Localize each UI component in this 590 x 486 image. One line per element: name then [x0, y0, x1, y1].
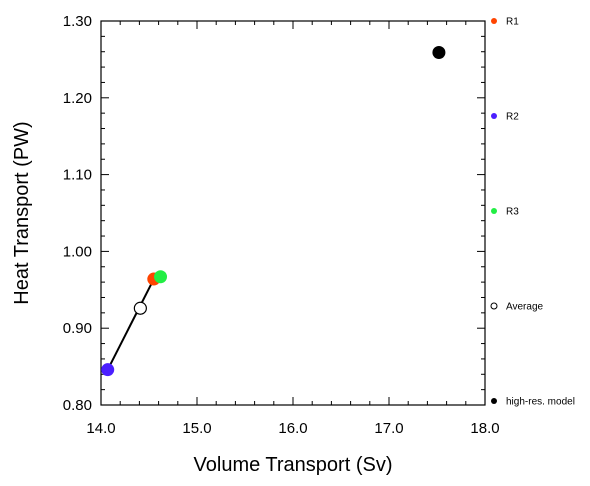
- legend-label-high-res-model: high-res. model: [506, 397, 575, 408]
- y-tick-label: 1.30: [63, 13, 92, 30]
- x-tick-label: 18.0: [470, 420, 499, 437]
- plot-area: 14.0 15.0 16.0 17.0 18.0 0.80 0.90 1.00 1.10 1.20…: [63, 13, 500, 437]
- legend-marker-r1: [491, 18, 497, 24]
- y-tick-label: 1.00: [63, 243, 92, 260]
- legend-marker-r2: [491, 113, 497, 119]
- x-axis-label: Volume Transport (Sv): [194, 454, 393, 476]
- legend: R1 R2 R3 Average high-res. model: [490, 17, 575, 408]
- x-tick-label: 17.0: [374, 420, 403, 437]
- plot-frame: [100, 20, 486, 406]
- legend-marker-r3: [491, 208, 497, 214]
- legend-marker-average: [490, 302, 498, 310]
- legend-marker-high-res-model: [491, 398, 497, 404]
- y-tick-label: 0.80: [63, 397, 92, 414]
- x-tick-label: 15.0: [182, 420, 211, 437]
- data-point-high-res-model: [432, 45, 446, 59]
- data-point-r2: [101, 363, 115, 377]
- y-tick-label: 1.10: [63, 167, 92, 184]
- data-point-r3: [154, 270, 168, 284]
- x-tick-label: 14.0: [86, 420, 115, 437]
- y-tick-label: 1.20: [63, 90, 92, 107]
- y-axis-label: Heat Transport (PW): [11, 121, 33, 304]
- legend-label-r3: R3: [506, 207, 519, 218]
- connector-line: [106, 278, 155, 371]
- data-point-average: [133, 301, 147, 315]
- y-tick-label: 0.90: [63, 320, 92, 337]
- legend-label-r1: R1: [506, 17, 519, 28]
- legend-label-average: Average: [506, 302, 544, 313]
- legend-label-r2: R2: [506, 112, 519, 123]
- x-tick-label: 16.0: [278, 420, 307, 437]
